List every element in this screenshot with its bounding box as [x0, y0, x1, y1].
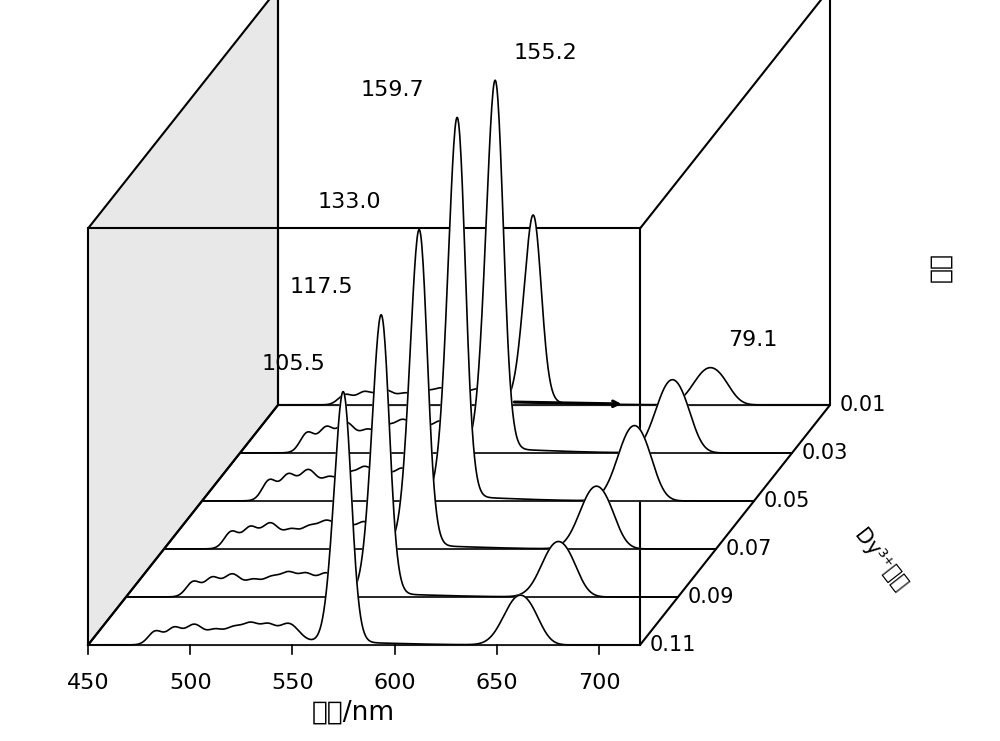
Text: 105.5: 105.5 [262, 354, 325, 374]
Polygon shape [240, 80, 792, 453]
Text: 600: 600 [373, 673, 416, 693]
Polygon shape [88, 405, 830, 645]
Text: 450: 450 [67, 673, 109, 693]
Text: 500: 500 [169, 673, 212, 693]
Text: 117.5: 117.5 [290, 277, 353, 297]
Polygon shape [640, 0, 830, 645]
Text: 550: 550 [271, 673, 314, 693]
Text: 0.03: 0.03 [802, 443, 848, 463]
Text: 0.09: 0.09 [688, 587, 734, 607]
Text: 波长/nm: 波长/nm [312, 700, 395, 726]
Polygon shape [164, 230, 716, 549]
Polygon shape [88, 0, 278, 645]
Text: 強度: 強度 [928, 255, 952, 285]
Polygon shape [202, 118, 754, 501]
Text: Dy³⁺浓度: Dy³⁺浓度 [850, 525, 910, 595]
Text: 155.2: 155.2 [514, 42, 577, 62]
Text: 0.01: 0.01 [840, 395, 886, 415]
Polygon shape [126, 315, 678, 597]
Text: 650: 650 [476, 673, 518, 693]
Text: 159.7: 159.7 [361, 80, 424, 100]
Polygon shape [278, 215, 830, 405]
Polygon shape [278, 0, 830, 405]
Text: 0.07: 0.07 [726, 539, 772, 559]
Polygon shape [88, 392, 640, 645]
Text: 133.0: 133.0 [318, 192, 381, 212]
Text: 0.05: 0.05 [764, 491, 810, 511]
Text: 700: 700 [578, 673, 620, 693]
Text: 0.11: 0.11 [650, 635, 696, 655]
Text: 79.1: 79.1 [728, 330, 777, 350]
